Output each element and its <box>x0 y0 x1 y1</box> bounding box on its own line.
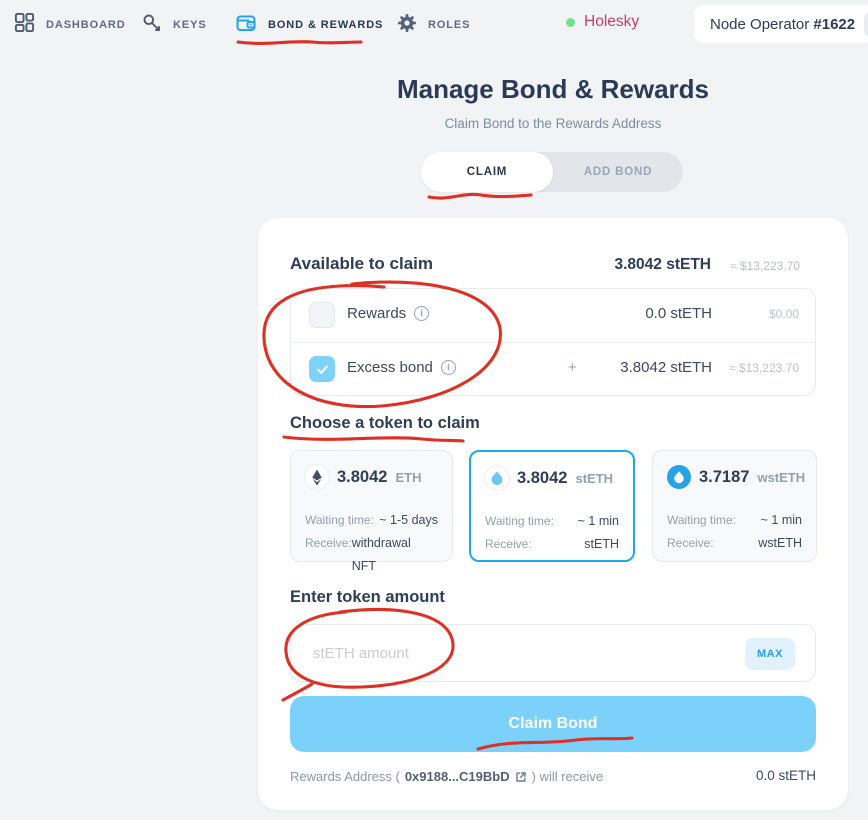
receive-label: Receive: <box>485 537 532 551</box>
rewards-checkbox[interactable] <box>309 302 335 328</box>
token-head: 3.8042 stETH <box>485 466 613 490</box>
rewards-address: 0x9188...C19BbD <box>404 769 510 784</box>
token-amount: 3.8042 <box>517 468 568 487</box>
token-option-eth[interactable]: 3.8042 ETH Waiting time: ~ 1-5 days Rece… <box>290 450 453 573</box>
node-operator-chip[interactable]: Node Operator #1622 R <box>694 5 868 43</box>
network-name: Holesky <box>584 13 640 30</box>
nav-item-roles[interactable]: ROLES <box>397 11 470 39</box>
token-amount-input[interactable] <box>291 625 815 681</box>
waiting-time-label: Waiting time: <box>667 513 736 527</box>
rewards-amount: 0.0 stETH <box>645 305 712 322</box>
operator-label: Node Operator #1622 <box>710 16 855 33</box>
gear-icon <box>397 13 417 38</box>
receive-value: withdrawal NFT <box>351 536 411 573</box>
token-meta: Waiting time: ~ 1 min Receive: wstETH <box>667 509 802 555</box>
operator-name: Node Operator <box>710 15 810 33</box>
token-head: 3.8042 ETH <box>305 465 421 489</box>
available-to-claim-label: Available to claim <box>290 254 433 273</box>
waiting-time-value: ~ 1-5 days <box>379 513 438 527</box>
token-symbol: wstETH <box>757 469 806 485</box>
eth-icon <box>305 465 329 489</box>
claim-card: Available to claim 3.8042 stETH ≈ $13,22… <box>258 218 848 810</box>
receive-value: stETH <box>584 537 619 551</box>
amount-input-wrap: MAX <box>290 624 816 682</box>
tab-claim[interactable]: CLAIM <box>421 152 553 192</box>
footer-suffix: ) will receive <box>531 769 604 784</box>
token-symbol: stETH <box>575 470 614 486</box>
underline-bond-rewards <box>236 40 363 45</box>
network-status-dot <box>566 17 575 27</box>
source-row-excess-bond: Excess bond i + 3.8042 stETH ≈ $13,223.7… <box>291 342 815 395</box>
token-meta: Waiting time: ~ 1 min Receive: stETH <box>485 510 619 556</box>
choose-token-heading: Choose a token to claim <box>290 414 480 432</box>
token-option-wsteth[interactable]: 3.7187 wstETH Waiting time: ~ 1 min Rece… <box>652 450 817 562</box>
steth-icon <box>485 466 509 490</box>
max-button[interactable]: MAX <box>745 638 795 670</box>
waiting-time-value: ~ 1 min <box>577 514 619 528</box>
info-icon[interactable]: i <box>440 360 456 375</box>
nav-item-label: BOND & REWARDS <box>268 19 384 31</box>
key-icon <box>142 13 162 38</box>
token-meta: Waiting time: ~ 1-5 days Receive: withdr… <box>305 509 438 578</box>
rewards-label: Rewards <box>347 305 407 322</box>
excess-bond-checkbox[interactable] <box>309 356 335 382</box>
source-label: Rewards i <box>347 305 430 322</box>
footer-prefix: Rewards Address ( <box>290 769 400 784</box>
nav-item-label: KEYS <box>173 19 207 31</box>
waiting-time-label: Waiting time: <box>305 513 374 527</box>
excess-bond-amount: 3.8042 stETH <box>620 359 712 376</box>
receive-label: Receive: <box>305 536 352 550</box>
rewards-address-note: Rewards Address ( 0x9188...C19BbD ) will … <box>290 769 603 784</box>
token-head: 3.7187 wstETH <box>667 465 805 489</box>
enter-amount-heading: Enter token amount <box>290 588 445 606</box>
will-receive-value: 0.0 stETH <box>755 768 816 783</box>
claim-addbond-toggle: CLAIM ADD BOND <box>421 152 683 192</box>
token-option-steth-selected[interactable]: 3.8042 stETH Waiting time: ~ 1 min Recei… <box>469 450 635 562</box>
waiting-time-value: ~ 1 min <box>760 513 802 527</box>
receive-label: Receive: <box>667 536 714 550</box>
underline-claim-tab <box>427 192 533 200</box>
nav-item-dashboard[interactable]: DASHBOARD <box>14 11 126 39</box>
wallet-icon <box>235 12 257 39</box>
excess-bond-fiat: ≈ $13,223.70 <box>729 361 799 375</box>
rewards-fiat: $0.00 <box>768 307 799 321</box>
claim-sources-box: Rewards i 0.0 stETH $0.00 Excess bond i … <box>290 288 816 396</box>
claim-bond-button[interactable]: Claim Bond <box>290 696 816 752</box>
waiting-time-label: Waiting time: <box>485 514 554 528</box>
source-label: Excess bond i <box>347 359 456 376</box>
receive-value: wstETH <box>758 536 802 550</box>
nav-item-keys[interactable]: KEYS <box>142 11 207 39</box>
available-to-claim-fiat: ≈ $13,223.70 <box>730 259 800 273</box>
network-selector[interactable]: Holesky <box>566 13 639 31</box>
page-title: Manage Bond & Rewards <box>396 74 710 104</box>
plus-operator: + <box>568 359 577 376</box>
operator-badge: R <box>864 10 868 38</box>
excess-bond-label: Excess bond <box>347 359 433 376</box>
token-symbol: ETH <box>395 469 422 485</box>
page-subtitle: Claim Bond to the Rewards Address <box>444 116 662 131</box>
token-amount: 3.8042 <box>337 467 388 486</box>
nav-item-label: DASHBOARD <box>46 19 126 31</box>
tab-add-bond[interactable]: ADD BOND <box>583 166 653 178</box>
nav-item-label: ROLES <box>428 19 471 31</box>
available-to-claim-amount: 3.8042 stETH <box>614 256 712 273</box>
info-icon[interactable]: i <box>414 306 430 321</box>
nav-item-bond-rewards[interactable]: BOND & REWARDS <box>235 11 383 39</box>
token-amount: 3.7187 <box>699 467 750 486</box>
source-row-rewards: Rewards i 0.0 stETH $0.00 <box>291 289 815 342</box>
operator-id: #1622 <box>813 15 856 33</box>
wsteth-icon <box>667 465 691 489</box>
external-link-icon[interactable] <box>515 771 527 783</box>
dashboard-grid-icon <box>14 12 35 38</box>
